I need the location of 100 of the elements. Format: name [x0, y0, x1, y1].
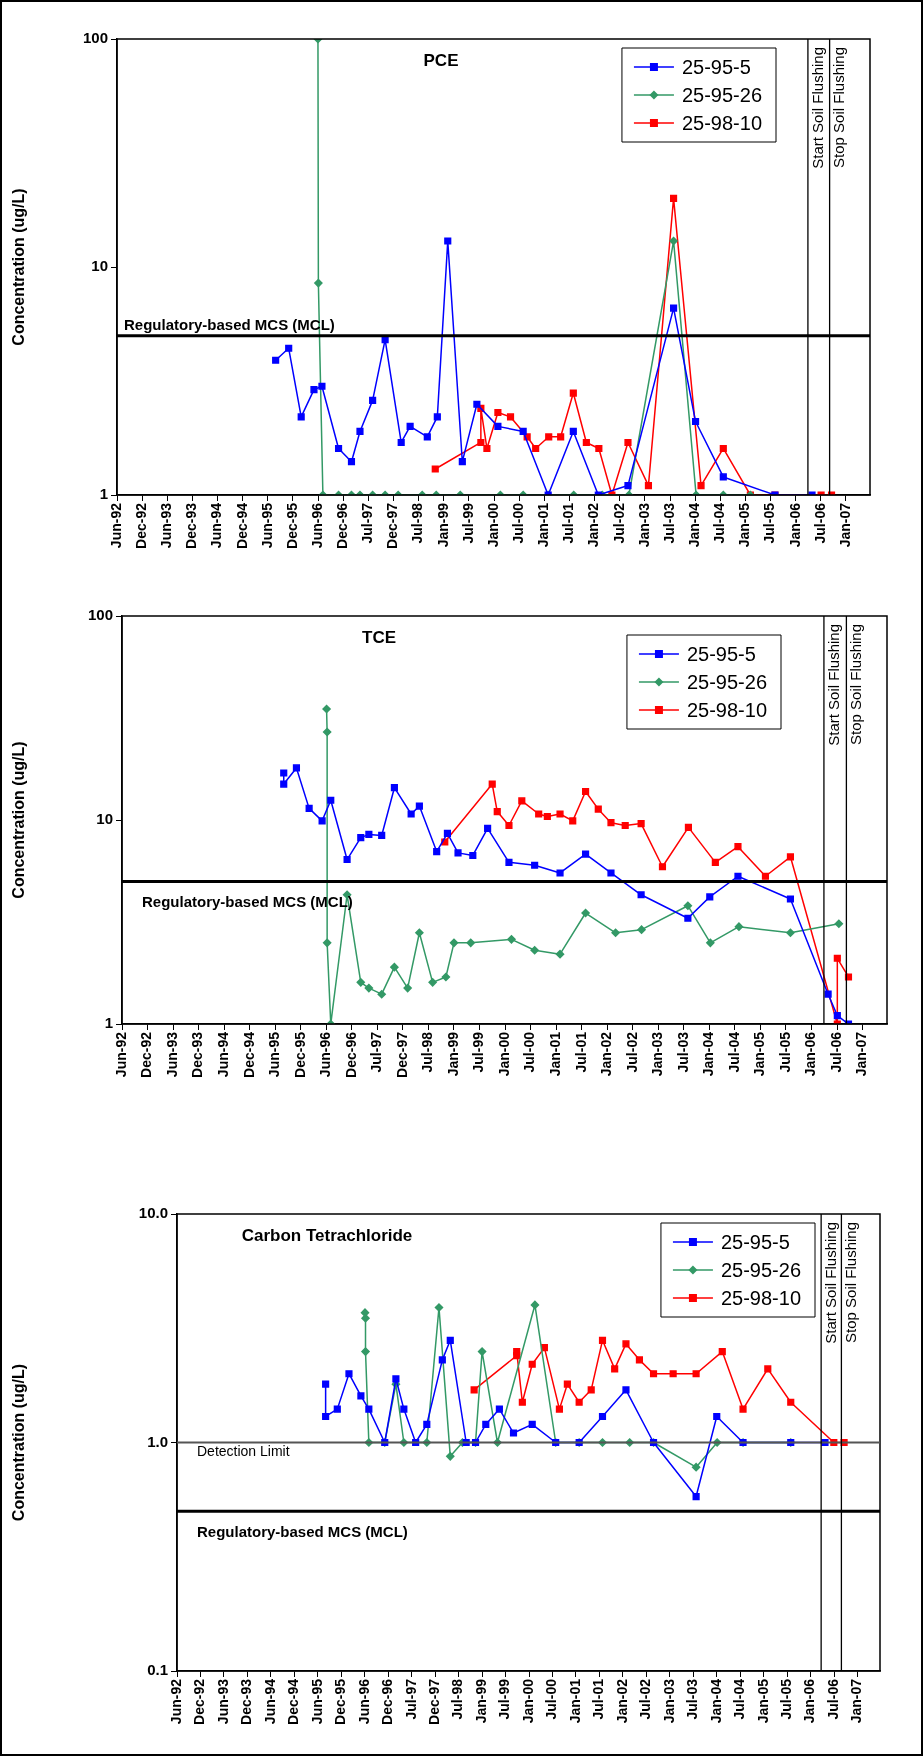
x-tick-label: Jul-00 [521, 1031, 538, 1073]
x-tick-label: Jan-03 [635, 502, 652, 548]
x-tick-label: Jul-01 [572, 1031, 589, 1073]
x-tick-label: Jul-97 [368, 1031, 385, 1073]
x-tick-label: Jan-04 [707, 1678, 724, 1724]
x-tick-label: Jan-01 [546, 1031, 563, 1077]
x-tick-label: Jul-98 [409, 502, 426, 544]
x-tick-label: Jan-02 [613, 1678, 630, 1724]
x-tick-label: Jan-07 [848, 1678, 865, 1724]
y-tick-label: 1 [104, 1014, 113, 1032]
text: Carbon Tetrachloride [241, 1226, 413, 1246]
x-tick-label: Dec-96 [334, 502, 351, 549]
y-tick-label: 10 [91, 257, 108, 275]
x-tick-label: Jul-99 [496, 1678, 513, 1720]
y-axis-title: Concentration (ug/L) [10, 741, 28, 899]
x-tick-label: Dec-97 [384, 502, 401, 549]
x-tick-label: Dec-93 [189, 1031, 206, 1078]
x-tick-label: Jun-93 [163, 1031, 180, 1078]
legend-label: 25-98-10 [681, 111, 762, 134]
x-tick-label: Jun-95 [266, 1031, 283, 1078]
x-tick-label: Dec-92 [138, 1031, 155, 1078]
ref-line-label: Stop Soil Flushing [830, 47, 848, 168]
x-tick-label: Jan-06 [802, 1031, 819, 1077]
x-tick-label: Jan-01 [566, 1678, 583, 1724]
x-tick-label: Dec-96 [342, 1031, 359, 1078]
x-tick-label: Jan-03 [649, 1031, 666, 1077]
x-tick-label: Jun-94 [261, 1678, 278, 1725]
x-tick-label: Jun-96 [308, 502, 325, 549]
y-tick-label: 0.1 [147, 1661, 168, 1679]
x-tick-label: Jul-00 [510, 502, 527, 544]
x-tick-label: Jan-99 [434, 502, 451, 548]
x-tick-label: Jul-05 [776, 1031, 793, 1073]
x-tick-label: Dec-95 [283, 502, 300, 549]
x-tick-label: Dec-94 [240, 1031, 257, 1078]
text: PCE [423, 51, 459, 71]
x-tick-label: Jan-07 [853, 1031, 870, 1077]
x-tick-label: Jan-07 [836, 502, 853, 548]
x-tick-label: Dec-93 [183, 502, 200, 549]
legend-label: 25-95-26 [720, 1258, 801, 1281]
x-tick-label: Jul-02 [637, 1678, 654, 1720]
legend-label: 25-98-10 [720, 1286, 801, 1309]
x-tick-label: Jan-01 [535, 502, 552, 548]
x-tick-label: Jun-94 [215, 1031, 232, 1078]
x-tick-label: Jul-98 [449, 1678, 466, 1720]
x-tick-label: Jul-04 [711, 502, 728, 544]
y-tick-label: 1.0 [147, 1432, 168, 1450]
x-tick-label: Jun-92 [107, 502, 124, 549]
x-tick-label: Jul-04 [725, 1031, 742, 1073]
x-tick-label: Dec-95 [332, 1678, 349, 1725]
x-tick-label: Jul-06 [811, 502, 828, 544]
x-tick-label: Dec-92 [191, 1678, 208, 1725]
x-tick-label: Jan-00 [495, 1031, 512, 1077]
x-tick-label: Jul-06 [824, 1678, 841, 1720]
x-tick-label: Jan-06 [786, 502, 803, 548]
x-tick-label: Jan-04 [700, 1031, 717, 1077]
x-tick-label: Dec-94 [285, 1678, 302, 1725]
x-tick-label: Jul-98 [419, 1031, 436, 1073]
x-tick-label: Jul-02 [623, 1031, 640, 1073]
x-tick-label: Dec-97 [426, 1678, 442, 1725]
ref-line-label: Detection Limit [197, 1443, 290, 1460]
x-tick-label: Jan-99 [472, 1678, 489, 1724]
x-tick-label: Jul-99 [459, 502, 476, 544]
x-tick-label: Jul-01 [590, 1678, 607, 1720]
legend-label: 25-95-26 [686, 670, 767, 693]
legend-label: 25-95-5 [720, 1230, 790, 1253]
x-tick-label: Dec-92 [133, 502, 149, 549]
x-tick-label: Jan-05 [736, 502, 753, 548]
text: TCE [362, 628, 396, 648]
x-tick-label: Jun-92 [112, 1031, 129, 1078]
legend-label: 25-95-5 [686, 642, 756, 665]
y-tick-label: 100 [87, 606, 113, 624]
x-tick-label: Jul-97 [359, 502, 376, 544]
x-tick-label: Jan-05 [754, 1678, 771, 1724]
x-tick-label: Jun-96 [355, 1678, 372, 1725]
x-tick-label: Jan-00 [484, 502, 501, 548]
ref-line-label: Start Soil Flushing [821, 1222, 839, 1344]
x-tick-label: Jul-04 [731, 1678, 748, 1720]
x-tick-label: Dec-93 [238, 1678, 255, 1725]
ref-line-label: Start Soil Flushing [808, 47, 826, 169]
y-tick-label: 100 [82, 29, 108, 47]
x-tick-label: Jul-01 [560, 502, 577, 544]
x-tick-label: Jul-97 [402, 1678, 419, 1720]
x-tick-label: Jul-03 [684, 1678, 701, 1720]
legend-label: 25-95-5 [681, 55, 751, 78]
x-tick-label: Jun-95 [308, 1678, 325, 1725]
x-tick-label: Jul-00 [543, 1678, 560, 1720]
x-tick-label: Jul-03 [674, 1031, 691, 1073]
ref-line-label: Stop Soil Flushing [847, 624, 865, 745]
x-tick-label: Jul-06 [827, 1031, 844, 1073]
x-tick-label: Jun-93 [158, 502, 175, 549]
y-tick-label: 10 [96, 810, 113, 828]
x-tick-label: Dec-94 [233, 502, 250, 549]
x-tick-label: Jun-93 [214, 1678, 231, 1725]
x-tick-label: Jul-99 [470, 1031, 487, 1073]
x-tick-label: Jan-02 [585, 502, 602, 548]
x-tick-label: Jan-03 [660, 1678, 677, 1724]
x-tick-label: Dec-97 [393, 1031, 410, 1078]
x-tick-label: Jun-92 [167, 1678, 184, 1725]
x-tick-label: Jan-99 [444, 1031, 461, 1077]
y-axis-title: Concentration (ug/L) [10, 1363, 28, 1522]
